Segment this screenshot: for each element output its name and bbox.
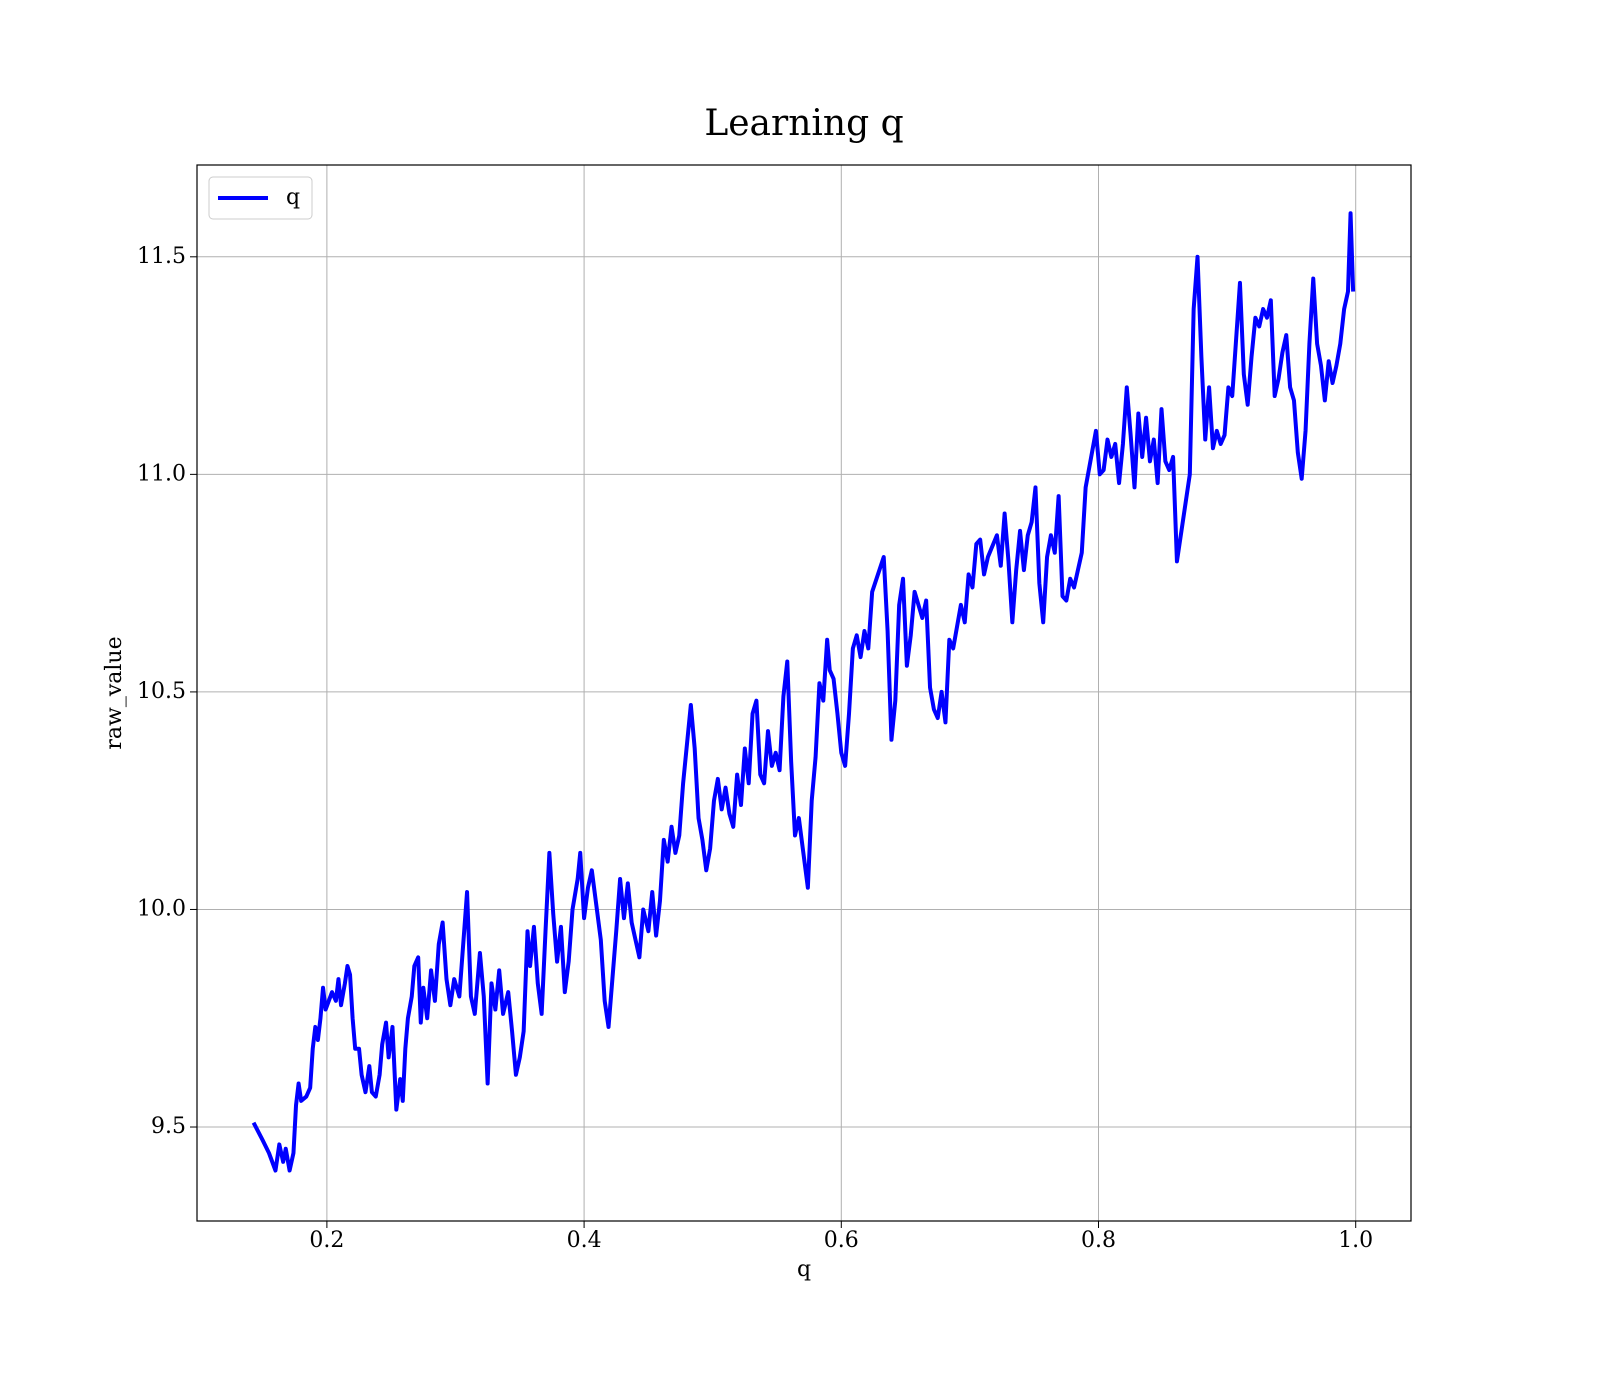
y-axis-label: raw_value <box>102 636 127 749</box>
y-tick-label: 11.5 <box>137 244 186 269</box>
grid: 0.2 0.4 0.6 0.8 1.0 9.5 10.0 10.5 11.0 11.5 <box>137 165 1411 1253</box>
axes-frame <box>196 164 1412 1222</box>
x-tick-label: 0.6 <box>824 1228 859 1253</box>
x-tick-label: 0.2 <box>309 1228 344 1253</box>
plot-area <box>251 211 1356 1173</box>
y-tick-label: 10.5 <box>137 679 186 704</box>
x-tick-label: 1.0 <box>1338 1228 1373 1253</box>
y-tick-label: 10.0 <box>137 896 186 921</box>
legend-label: q <box>286 185 300 210</box>
data-line <box>251 211 1356 1173</box>
x-tick-label: 0.8 <box>1081 1228 1116 1253</box>
x-tick-label: 0.4 <box>567 1228 602 1253</box>
x-axis-label: q <box>797 1257 811 1282</box>
y-tick-label: 11.0 <box>137 461 186 486</box>
legend: q <box>208 176 313 220</box>
chart-title: Learning q <box>704 103 903 144</box>
y-tick-label: 9.5 <box>151 1114 186 1139</box>
